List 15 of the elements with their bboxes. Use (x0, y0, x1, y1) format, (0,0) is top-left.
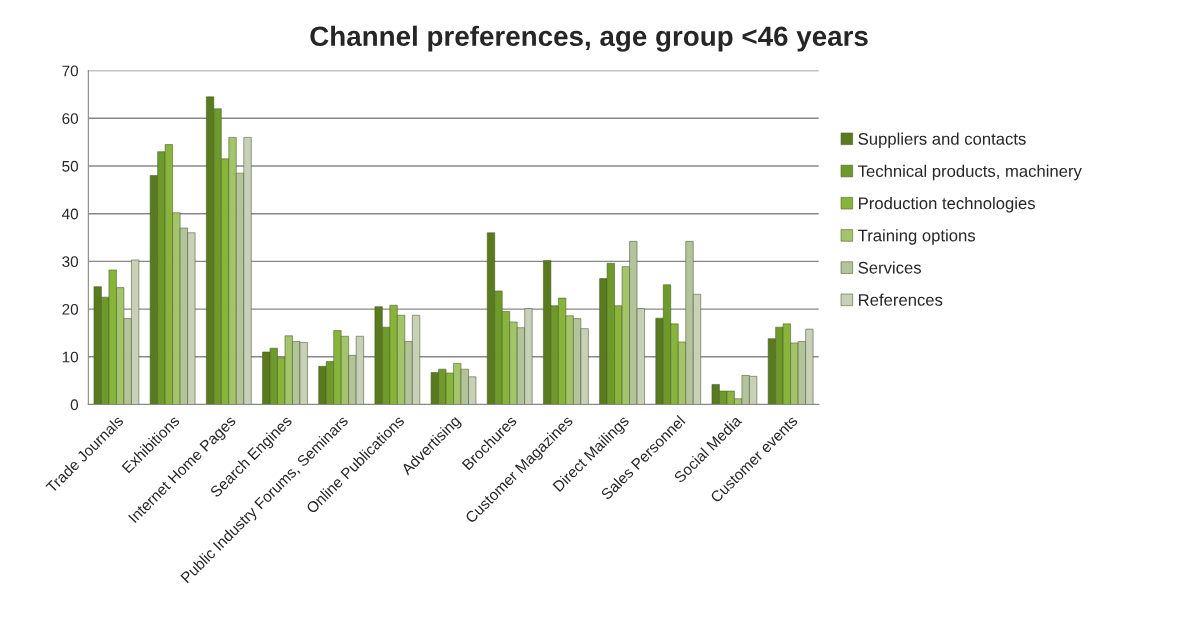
y-tick-label: 60 (62, 113, 79, 124)
legend-label: Services (858, 261, 921, 274)
y-tick-label: 40 (61, 208, 79, 220)
legend-label: Technical products, machinery (858, 164, 1082, 181)
chart-title: Channel preferences, age group <46 years (310, 25, 868, 52)
y-tick-label: 0 (70, 399, 79, 411)
y-tick-label: 70 (62, 65, 79, 77)
y-tick-label: 50 (62, 160, 79, 172)
y-tick-label: 10 (62, 351, 79, 363)
y-tick-label: 20 (62, 303, 79, 315)
legend-label: References (859, 293, 943, 306)
legend-label: Production technologies (859, 196, 1035, 213)
legend-label: Training options (858, 229, 976, 245)
legend-label: Suppliers and contacts (858, 132, 1026, 149)
y-tick-label: 30 (62, 256, 79, 268)
